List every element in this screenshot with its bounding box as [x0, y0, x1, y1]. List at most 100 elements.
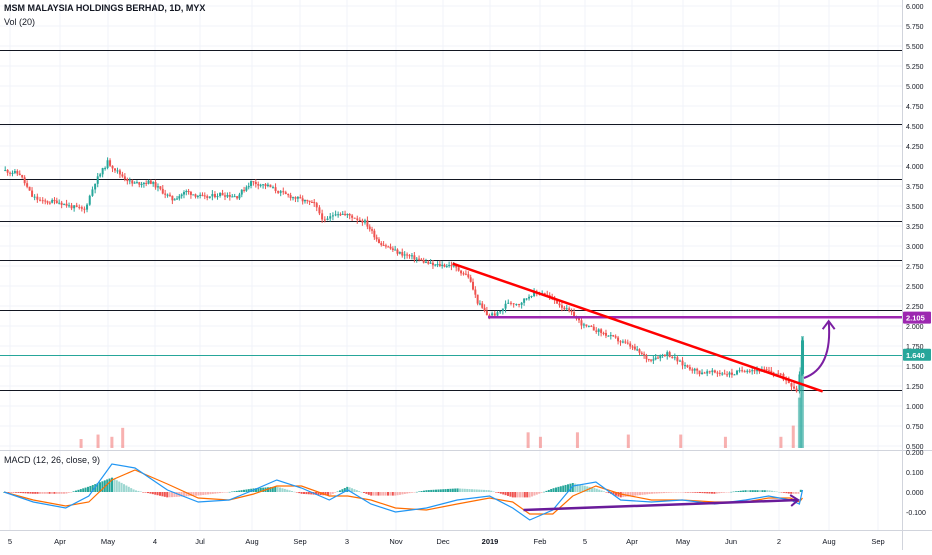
candle-body-216	[531, 296, 533, 297]
candle-body-37	[97, 176, 99, 183]
macd-hist-bar-200	[483, 490, 485, 492]
macd-hist-bar-149	[361, 492, 363, 493]
candle-body-293	[719, 373, 721, 374]
volume-bar-5	[539, 437, 542, 448]
candle-body-208	[510, 303, 512, 304]
candle-body-282	[691, 369, 693, 370]
candle-body-255	[627, 343, 629, 344]
macd-hist-bar-278	[670, 492, 672, 493]
macd-hist-bar-212	[512, 492, 514, 497]
candle-body-297	[729, 373, 731, 375]
time-tick-label-3: 4	[153, 537, 157, 546]
macd-hist-bar-179	[433, 490, 435, 492]
macd-hist-bar-84	[205, 492, 207, 495]
candle-body-244	[600, 329, 602, 333]
volume-bar-3	[121, 428, 124, 448]
macd-hist-bar-231	[557, 487, 559, 492]
candle-body-261	[641, 353, 643, 354]
candle-body-265	[650, 359, 652, 360]
time-tick-label-5: Aug	[245, 537, 258, 546]
macd-hist-bar-180	[435, 490, 437, 492]
macd-hist-bar-115	[279, 488, 281, 492]
macd-hist-bar-139	[337, 492, 339, 493]
macd-hist-bar-162	[392, 492, 394, 496]
volume-label: Vol (20)	[4, 17, 35, 27]
macd-hist-bar-31	[77, 490, 79, 492]
macd-hist-bar-313	[754, 490, 756, 492]
macd-hist-bar-85	[207, 492, 209, 494]
candle-body-98	[243, 190, 245, 191]
candle-body-235	[578, 319, 580, 321]
macd-hist-bar-222	[536, 492, 538, 495]
candle-body-209	[513, 303, 515, 304]
candle-body-44	[114, 168, 116, 170]
volume-bars	[80, 336, 804, 448]
macd-hist-bar-148	[358, 491, 360, 492]
macd-hist-bar-310	[747, 490, 749, 492]
macd-hist-bar-248	[598, 490, 600, 492]
candle-body-253	[622, 342, 624, 343]
candle-body-250	[615, 336, 617, 337]
macd-hist-bar-56	[137, 491, 139, 492]
price-tick-label-0: 6.000	[906, 4, 924, 11]
macd-hist-bar-117	[284, 489, 286, 492]
candle-body-179	[439, 264, 441, 266]
candle-body-108	[267, 185, 269, 186]
macd-hist-bar-120	[291, 491, 293, 492]
macd-hist-bar-186	[449, 489, 451, 492]
candle-body-77	[192, 194, 194, 195]
macd-hist-bar-154	[373, 492, 375, 496]
macd-hist-bar-2	[8, 492, 10, 493]
candle-body-258	[634, 347, 636, 350]
macd-hist-bar-159	[385, 492, 387, 496]
candle-body-113	[280, 191, 282, 193]
candle-body-104	[257, 184, 259, 185]
candle-body-117	[290, 195, 292, 198]
macd-hist-bar-36	[89, 486, 91, 492]
macd-hist-bar-329	[793, 492, 795, 494]
candle-body-302	[741, 370, 743, 371]
macd-hist-bar-127	[308, 492, 310, 494]
macd-hist-bar-87	[212, 492, 214, 494]
macd-hist-bar-170	[411, 492, 413, 493]
candle-body-292	[716, 372, 718, 373]
macd-hist-bar-287	[692, 492, 694, 493]
macd-hist-bar-326	[785, 492, 787, 493]
macd-hist-bar-28	[70, 492, 72, 493]
macd-hist-bar-21	[53, 492, 55, 494]
macd-hist-bar-270	[651, 492, 653, 494]
macd-hist-bar-22	[56, 492, 58, 494]
macd-hist-bar-272	[656, 492, 658, 493]
candle-body-53	[136, 182, 138, 183]
candle-body-51	[131, 180, 133, 183]
candle-body-190	[465, 274, 467, 275]
macd-hist-bar-298	[718, 492, 720, 493]
candle-body-69	[174, 199, 176, 200]
macd-hist-bar-205	[495, 492, 497, 493]
candle-body-170	[418, 259, 420, 260]
candle-body-40	[104, 168, 106, 169]
macd-hist-bar-119	[289, 490, 291, 492]
candle-body-45	[116, 170, 118, 171]
macd-hist-bar-317	[764, 490, 766, 492]
time-tick-label-10: 2019	[482, 537, 499, 546]
candle-body-154	[380, 243, 382, 245]
macd-hist-bar-250	[603, 491, 605, 492]
candle-body-74	[185, 191, 187, 192]
candle-body-100	[248, 186, 250, 187]
macd-hist-bar-325	[783, 492, 785, 493]
price-axis: 6.0005.7505.5005.2505.0004.7504.5004.250…	[906, 4, 924, 451]
macd-hist-bar-153	[370, 492, 372, 496]
candle-body-97	[241, 190, 243, 195]
candle-body-308	[756, 370, 758, 371]
macd-hist-bar-276	[665, 492, 667, 493]
macd-hist-bar-163	[394, 492, 396, 496]
candle-body-89	[222, 193, 224, 195]
candle-body-184	[450, 265, 452, 266]
candle-body-268	[657, 358, 659, 359]
candle-body-7	[21, 175, 23, 177]
candle-body-25	[66, 204, 68, 206]
candle-body-13	[36, 197, 38, 200]
candle-body-242	[595, 331, 597, 332]
candle-body-48	[124, 176, 126, 179]
